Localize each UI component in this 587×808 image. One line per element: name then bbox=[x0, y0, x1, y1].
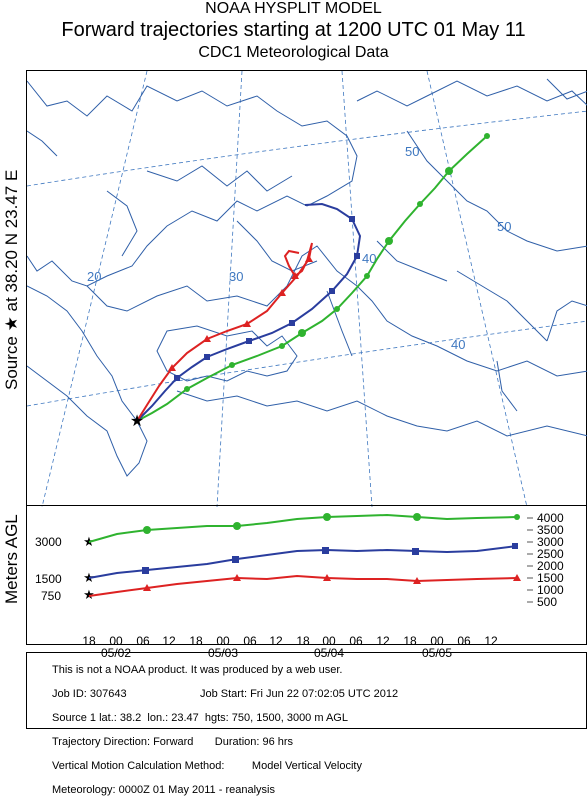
trajectory-1500-line bbox=[136, 202, 362, 422]
tick-500: 500 bbox=[537, 595, 557, 609]
trajectory-1500-markers bbox=[174, 216, 360, 381]
lon-label-20: 20 bbox=[87, 269, 101, 284]
time-axis: 18 00 06 12 18 00 06 12 18 00 06 12 18 0… bbox=[82, 634, 498, 658]
time-tick: 18 bbox=[296, 634, 310, 648]
time-tick: 18 bbox=[403, 634, 417, 648]
map-panel: 50 50 40 40 30 20 ★ bbox=[26, 70, 587, 508]
time-tick: 00 bbox=[322, 634, 336, 648]
time-ticks: 18 00 06 12 18 00 06 12 18 00 06 12 18 0… bbox=[82, 634, 498, 658]
tick-1000: 1000 bbox=[537, 583, 564, 597]
map-grid bbox=[26, 70, 587, 508]
longitude-50-line bbox=[426, 70, 528, 508]
time-tick: 12 bbox=[376, 634, 390, 648]
trajectory-map: 50 50 40 40 30 20 ★ bbox=[26, 70, 587, 508]
info-disclaimer: This is not a NOAA product. It was produ… bbox=[52, 664, 343, 676]
profile-750-line bbox=[88, 574, 518, 597]
lat-label-50-right: 50 bbox=[497, 219, 511, 234]
lon-label-30: 30 bbox=[229, 269, 243, 284]
height-tick-marks bbox=[527, 517, 533, 603]
trajectory-750-markers bbox=[168, 255, 313, 371]
time-tick: 12 bbox=[269, 634, 283, 648]
longitude-30-line bbox=[216, 70, 243, 508]
tick-3000: 3000 bbox=[537, 535, 564, 549]
grid-labels: 50 50 40 40 30 20 bbox=[87, 144, 511, 352]
tick-1500: 1500 bbox=[537, 571, 564, 585]
info-job-line: Job ID: 307643 Job Start: Fri Jun 22 07:… bbox=[52, 688, 399, 700]
info-source-line: Source 1 lat.: 38.2 lon.: 23.47 hgts: 75… bbox=[52, 712, 348, 724]
source-star-icon: ★ bbox=[130, 413, 144, 430]
time-tick: 12 bbox=[484, 634, 498, 648]
trajectory-3000-markers bbox=[184, 133, 490, 392]
start-height-750: 750 bbox=[41, 589, 61, 603]
lat-label-40-top: 40 bbox=[362, 251, 376, 266]
vertical-profile-panel: 4000 3500 3000 2500 2000 1500 1000 500 3… bbox=[26, 505, 587, 645]
time-tick: 00 bbox=[109, 634, 123, 648]
start-stars: ★★★ bbox=[83, 534, 95, 602]
time-tick: 06 bbox=[349, 634, 363, 648]
longitude-40-line bbox=[341, 70, 373, 508]
trajectory-title: Forward trajectories starting at 1200 UT… bbox=[61, 19, 526, 41]
vertical-profile-chart: 4000 3500 3000 2500 2000 1500 1000 500 3… bbox=[35, 511, 564, 609]
profile-3000-line bbox=[88, 513, 518, 543]
time-tick: 06 bbox=[243, 634, 257, 648]
start-height-1500: 1500 bbox=[35, 572, 62, 586]
time-tick: 06 bbox=[457, 634, 471, 648]
longitude-20-line bbox=[41, 70, 148, 508]
time-tick: 06 bbox=[136, 634, 150, 648]
time-tick: 18 bbox=[82, 634, 96, 648]
start-height-3000: 3000 bbox=[35, 535, 62, 549]
time-tick: 18 bbox=[189, 634, 203, 648]
time-tick: 00 bbox=[216, 634, 230, 648]
tick-3500: 3500 bbox=[537, 523, 564, 537]
meteorology-title: CDC1 Meteorological Data bbox=[198, 44, 389, 61]
time-tick: 00 bbox=[430, 634, 444, 648]
job-info: This is not a NOAA product. It was produ… bbox=[52, 652, 398, 808]
time-tick: 12 bbox=[162, 634, 176, 648]
source-location-label: Source ★ at 38.20 N 23.47 E bbox=[2, 169, 21, 390]
lat-label-40-bottom: 40 bbox=[451, 337, 465, 352]
latitude-40-line bbox=[26, 320, 587, 407]
profile-1500-line bbox=[88, 545, 518, 579]
info-vertical-method-line: Vertical Motion Calculation Method: Mode… bbox=[52, 760, 362, 772]
tick-2500: 2500 bbox=[537, 547, 564, 561]
latitude-50-line bbox=[26, 110, 587, 187]
svg-text:★: ★ bbox=[83, 587, 95, 602]
tick-4000: 4000 bbox=[537, 511, 564, 525]
country-borders bbox=[26, 78, 587, 477]
meters-agl-label: Meters AGL bbox=[2, 514, 21, 604]
lat-label-50-top: 50 bbox=[405, 144, 419, 159]
model-title: NOAA HYSPLIT MODEL bbox=[205, 0, 382, 17]
info-meteorology-line: Meteorology: 0000Z 01 May 2011 - reanaly… bbox=[52, 784, 275, 796]
trajectory-750-line bbox=[136, 242, 313, 422]
trajectory-3000-line bbox=[136, 135, 488, 422]
info-direction-line: Trajectory Direction: Forward Duration: … bbox=[52, 736, 294, 748]
tick-2000: 2000 bbox=[537, 559, 564, 573]
height-ticks: 4000 3500 3000 2500 2000 1500 1000 500 3… bbox=[35, 511, 564, 609]
